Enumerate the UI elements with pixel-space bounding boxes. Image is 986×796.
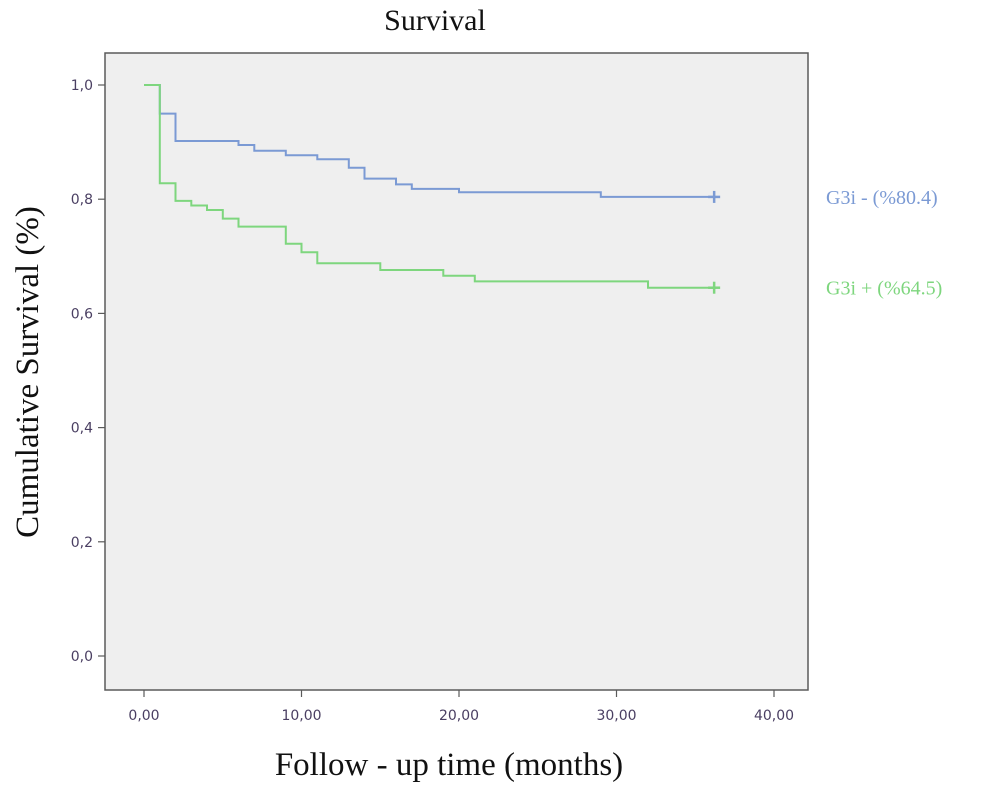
y-tick-label: 0,2 (71, 535, 93, 551)
legend: G3i - (%80.4) G3i + (%64.5) (826, 187, 942, 300)
y-axis: 0,0 0,2 0,4 0,6 0,8 1,0 (71, 78, 105, 665)
y-tick-label: 0,4 (71, 421, 93, 437)
x-axis-label: Follow - up time (months) (275, 747, 623, 783)
series-layer (144, 84, 721, 294)
y-axis-label: Cumulative Survival (%) (10, 206, 46, 538)
legend-label-2: G3i + (%64.5) (826, 278, 942, 300)
censor-mark-2 (708, 281, 721, 294)
x-tick-label: 30,00 (596, 708, 636, 724)
legend-label-1: G3i - (%80.4) (826, 187, 938, 209)
y-tick-label: 0,0 (71, 649, 93, 665)
y-tick-label: 0,8 (71, 192, 93, 208)
x-tick-label: 20,00 (439, 708, 479, 724)
x-axis: 0,00 10,00 20,00 30,00 40,00 (128, 690, 794, 724)
x-tick-label: 0,00 (128, 708, 159, 724)
series-line-1 (144, 84, 715, 198)
chart-title: Survival (384, 4, 486, 37)
x-tick-label: 40,00 (754, 708, 794, 724)
y-tick-label: 1,0 (71, 78, 93, 94)
y-tick-label: 0,6 (71, 306, 93, 322)
series-line-2 (144, 84, 715, 289)
x-tick-label: 10,00 (281, 708, 321, 724)
censor-mark-1 (708, 190, 721, 203)
plot-area (104, 52, 809, 691)
